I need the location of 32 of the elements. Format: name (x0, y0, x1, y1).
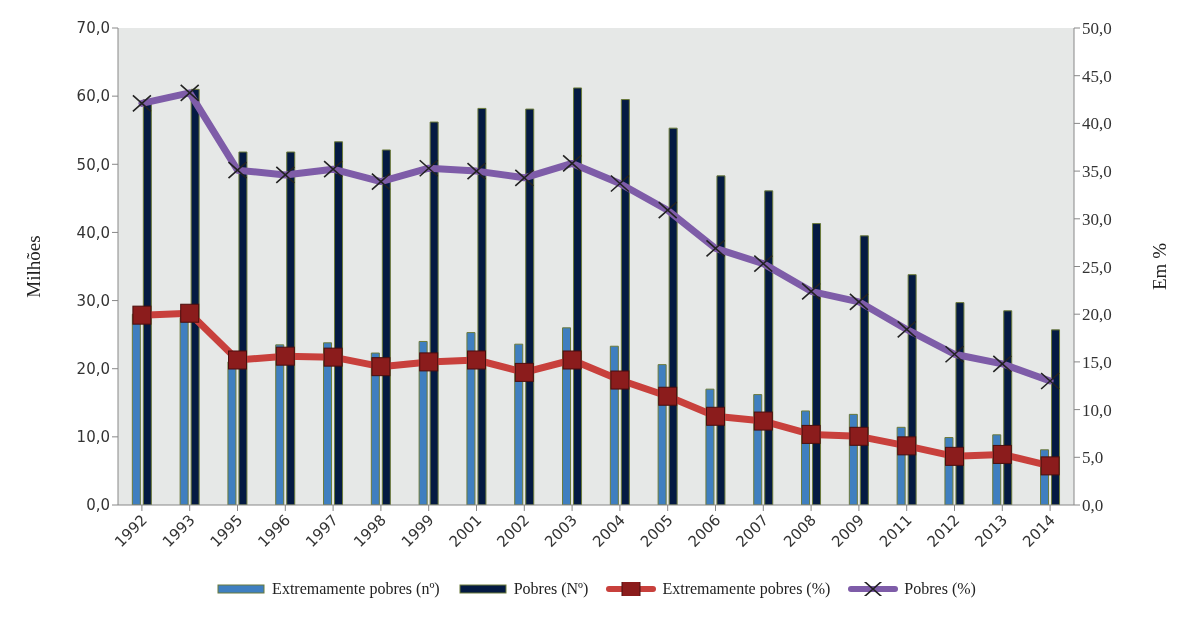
y2-tick-label: 15,0 (1082, 352, 1112, 372)
y2-tick-label: 30,0 (1082, 209, 1112, 229)
y2-tick-label: 0,0 (1082, 496, 1104, 516)
legend-label: Extremamente pobres (nº) (272, 580, 440, 598)
y2-tick-label: 10,0 (1082, 400, 1112, 420)
y2-tick-label: 45,0 (1082, 66, 1112, 86)
y2-tick-label: 20,0 (1082, 305, 1112, 325)
y-tick-label: 0,0 (86, 496, 110, 515)
y2-axis-title: Em % (1148, 242, 1170, 290)
bar (381, 149, 391, 505)
legend-label: Extremamente pobres (%) (662, 580, 831, 598)
y2-tick-label: 5,0 (1082, 448, 1104, 468)
y-tick-label: 30,0 (76, 291, 110, 310)
y2-tick-label: 50,0 (1082, 19, 1112, 39)
bar (620, 99, 630, 505)
bar (334, 141, 344, 505)
bar (286, 151, 296, 505)
y-tick-label: 70,0 (76, 19, 110, 38)
y-axis-title: Milhões (22, 235, 44, 298)
y2-tick-label: 35,0 (1082, 162, 1112, 182)
y-tick-label: 10,0 (76, 428, 110, 447)
y-tick-label: 50,0 (76, 155, 110, 174)
legend-label: Pobres (Nº) (513, 580, 589, 598)
y2-tick-label: 40,0 (1082, 114, 1112, 134)
bar (525, 108, 535, 505)
y-tick-label: 40,0 (76, 223, 110, 242)
y-tick-label: 20,0 (76, 360, 110, 379)
y2-tick-label: 25,0 (1082, 257, 1112, 277)
legend-label: Pobres (%) (904, 580, 976, 598)
bar (812, 223, 822, 505)
bar (573, 87, 583, 505)
y-tick-label: 60,0 (76, 87, 110, 106)
